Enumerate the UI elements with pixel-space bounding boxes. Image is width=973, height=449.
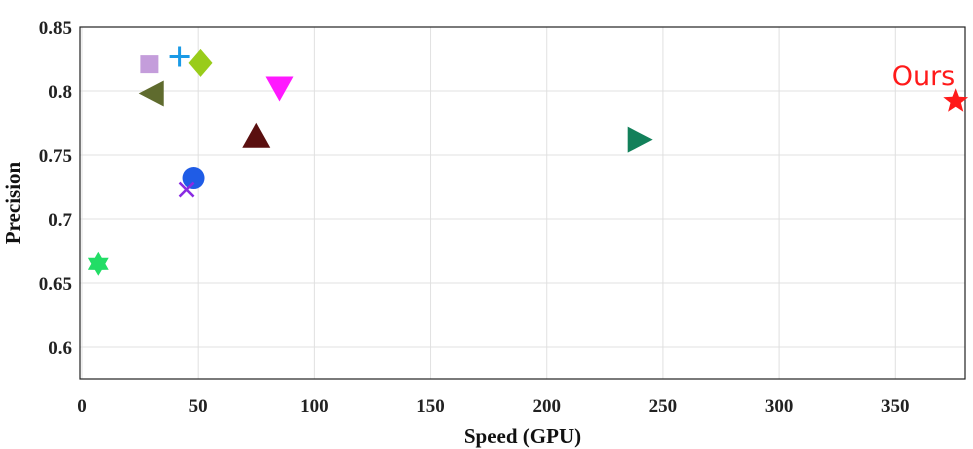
y-tick-label: 0.65: [39, 274, 72, 295]
y-tick-label: 0.85: [39, 18, 72, 39]
plot-area: [79, 26, 966, 380]
data-point-hexagram: [87, 251, 109, 276]
data-point-triangle-right: [627, 126, 653, 153]
grid: [80, 26, 965, 379]
axis-ticks: 0 50 100 150 200 250 300 350 0.6 0.65 0.7 0.75 0.8 0.…: [39, 18, 910, 417]
x-tick-label: 250: [649, 396, 678, 417]
data-points: Ours: [87, 46, 969, 276]
y-tick-label: 0.6: [48, 338, 72, 359]
data-point-plus: [169, 46, 190, 67]
data-point-triangle-up: [242, 122, 271, 148]
x-tick-label: 300: [765, 396, 794, 417]
data-point-x: [178, 181, 195, 198]
x-tick-label: 50: [189, 396, 208, 417]
y-tick-label: 0.7: [48, 210, 72, 231]
data-point-circle: [182, 167, 205, 190]
y-tick-label: 0.75: [39, 146, 72, 167]
x-tick-label: 200: [532, 396, 561, 417]
data-point-star: [943, 88, 969, 112]
y-tick-label: 0.8: [48, 82, 72, 103]
y-axis-title: Precision: [1, 161, 25, 244]
data-point-triangle-left: [138, 80, 164, 107]
x-axis-title: Speed (GPU): [464, 424, 581, 448]
ours-point-label: Ours: [892, 61, 956, 92]
x-tick-label: 350: [881, 396, 910, 417]
x-tick-label: 100: [300, 396, 329, 417]
data-point-square: [140, 55, 159, 74]
data-point-triangle-down: [265, 76, 294, 102]
x-tick-label: 150: [416, 396, 445, 417]
x-tick-label: 0: [77, 396, 87, 417]
data-point-diamond: [188, 48, 213, 77]
